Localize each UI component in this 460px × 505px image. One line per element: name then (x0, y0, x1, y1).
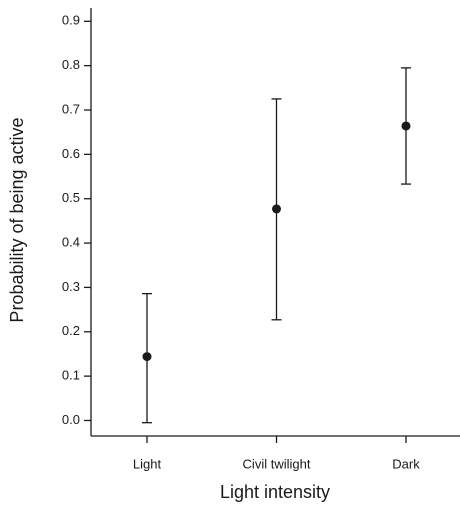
y-tick-label: 0.0 (62, 412, 80, 427)
y-tick-label: 0.7 (62, 101, 80, 116)
point (272, 204, 281, 214)
y-tick-label: 0.2 (62, 323, 80, 338)
y-tick-label: 0.9 (62, 13, 80, 28)
y-tick-label: 0.8 (62, 57, 80, 72)
y-axis-label: Probability of being active (7, 117, 27, 322)
point (401, 121, 411, 131)
x-axis-label: Light intensity (220, 482, 330, 502)
x-tick-label: Dark (392, 456, 420, 471)
y-tick-label: 0.4 (62, 235, 80, 250)
x-tick-label: Civil twilight (243, 456, 311, 471)
x-tick-label: Light (133, 456, 162, 471)
y-tick-label: 0.3 (62, 279, 80, 294)
y-tick-label: 0.6 (62, 146, 80, 161)
point (142, 352, 152, 362)
y-tick-label: 0.5 (62, 190, 80, 205)
y-tick-label: 0.1 (62, 368, 80, 383)
